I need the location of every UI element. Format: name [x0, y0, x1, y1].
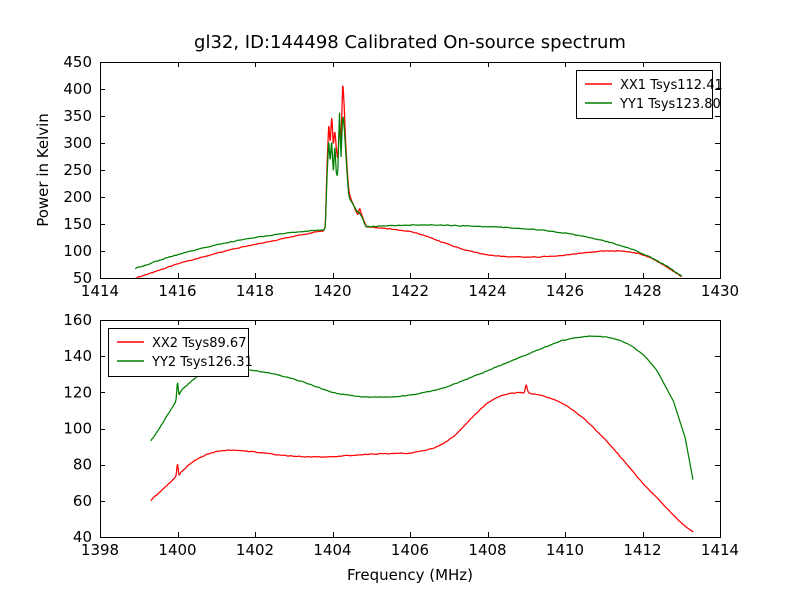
y-axis-label: Power in Kelvin [34, 113, 52, 227]
y-tick-label: 150 [63, 215, 92, 233]
plot-title: gl32, ID:144498 Calibrated On-source spe… [194, 32, 626, 53]
x-tick-label: 1398 [81, 541, 119, 559]
y-tick-label: 100 [63, 242, 92, 260]
x-tick-label: 1428 [623, 282, 661, 300]
y-tick-label: 60 [73, 492, 92, 510]
x-tick-label: 1404 [313, 541, 351, 559]
series-line-yy1 [135, 112, 682, 277]
legend: XX2 Tsys89.67 YY2 Tsys126.31 [108, 328, 253, 377]
legend-label: XX2 Tsys89.67 [152, 336, 246, 351]
x-tick-label: 1426 [546, 282, 584, 300]
x-axis-label: Frequency (MHz) [347, 566, 473, 584]
panel-bottom-panel: 1398 1400 1402 1404 1406 1408 1410 1412 1414 40 60… [63, 311, 739, 584]
y-tick-label: 140 [63, 347, 92, 365]
series-line-xx2 [150, 384, 694, 533]
series-line-yy2 [150, 335, 694, 480]
y-tick-label: 400 [63, 80, 92, 98]
legend-label: YY2 Tsys126.31 [151, 355, 253, 370]
series-line-xx1 [135, 85, 682, 278]
x-tick-label: 1424 [468, 282, 506, 300]
x-tick-label: 1400 [158, 541, 196, 559]
x-tick-label: 1412 [623, 541, 661, 559]
y-tick-label: 100 [63, 420, 92, 438]
panel-top-panel: 1414 1416 1418 1420 1422 1424 1426 1428 1430 50 10… [34, 32, 739, 300]
legend: XX1 Tsys112.41 YY1 Tsys123.80 [576, 70, 723, 119]
x-tick-label: 1402 [236, 541, 274, 559]
legend-box [576, 70, 713, 119]
legend-label: XX1 Tsys112.41 [620, 78, 723, 93]
y-tick-label: 80 [73, 456, 92, 474]
y-tick-label: 50 [73, 269, 92, 287]
data-layer [135, 85, 682, 278]
x-tick-label: 1408 [468, 541, 506, 559]
x-tick-label: 1430 [701, 282, 739, 300]
y-tick-label: 120 [63, 383, 92, 401]
x-tick-label: 1418 [236, 282, 274, 300]
x-tick-label: 1420 [313, 282, 351, 300]
x-tick-label: 1416 [158, 282, 196, 300]
x-tick-label: 1406 [391, 541, 429, 559]
legend-box [108, 328, 249, 377]
y-tick-label: 160 [63, 311, 92, 329]
legend-label: YY1 Tsys123.80 [619, 97, 721, 112]
x-tick-label: 1410 [546, 541, 584, 559]
y-tick-label: 40 [73, 528, 92, 546]
x-tick-label: 1414 [701, 541, 739, 559]
y-tick-label: 300 [63, 134, 92, 152]
y-tick-label: 250 [63, 161, 92, 179]
data-layer [150, 335, 694, 533]
y-tick-label: 200 [63, 188, 92, 206]
y-tick-label: 450 [63, 53, 92, 71]
x-tick-label: 1414 [81, 282, 119, 300]
y-tick-label: 350 [63, 107, 92, 125]
x-tick-label: 1422 [391, 282, 429, 300]
